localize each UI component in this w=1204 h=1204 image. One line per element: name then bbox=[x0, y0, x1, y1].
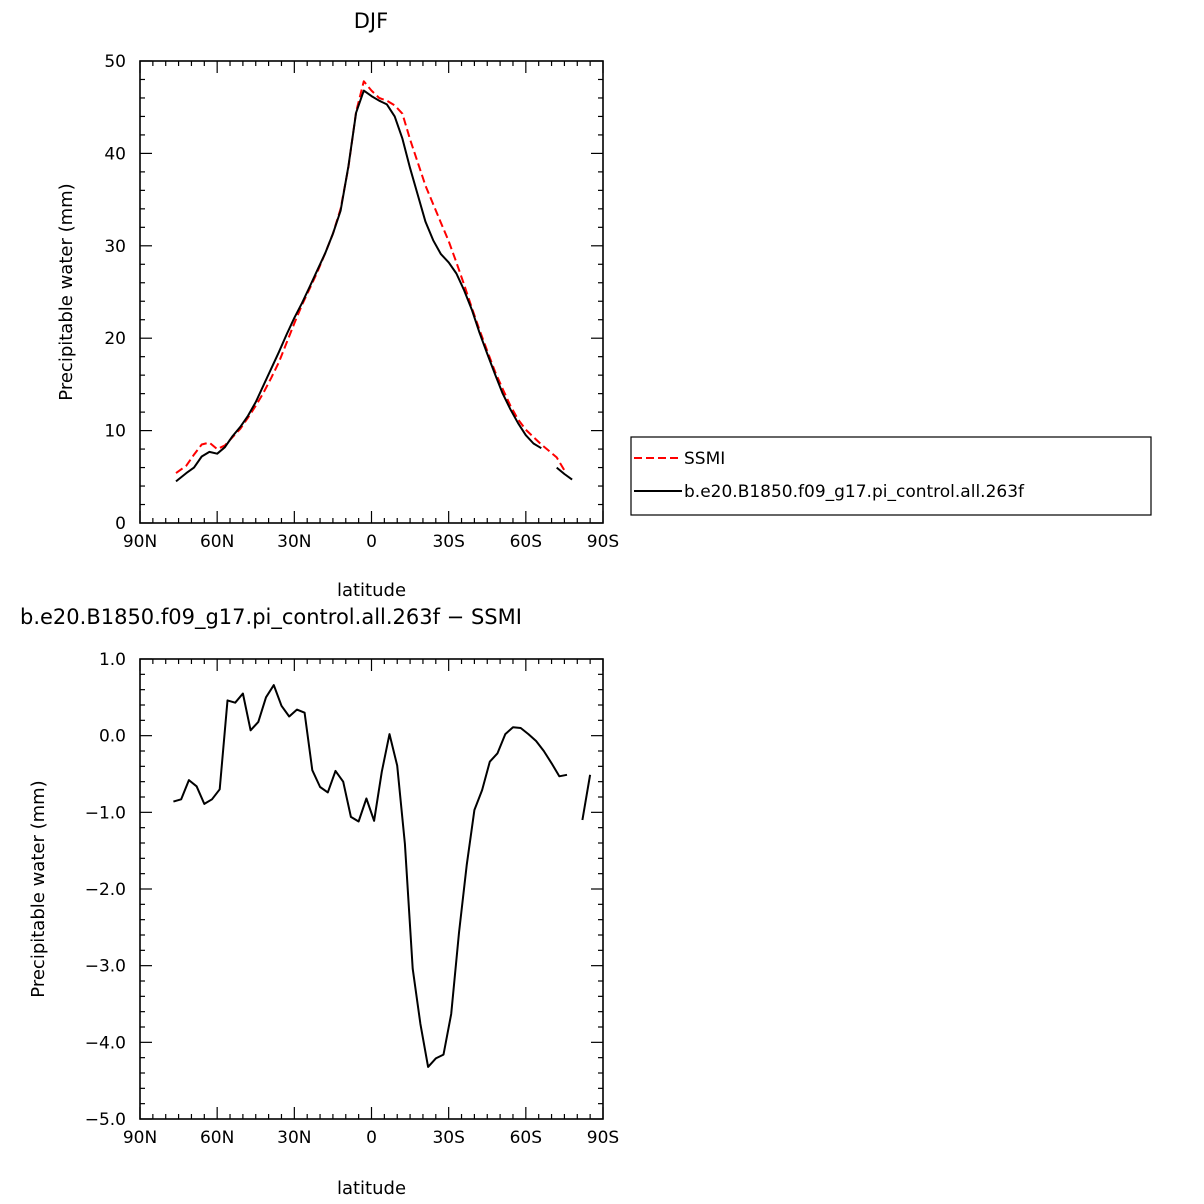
y-axis-label: Precipitable water (mm) bbox=[56, 183, 77, 400]
series-line bbox=[581, 774, 592, 821]
x-tick-label: 0 bbox=[366, 532, 377, 552]
plot-frame bbox=[139, 60, 604, 524]
y-tick-label: −1.0 bbox=[85, 803, 126, 823]
x-tick-label: 0 bbox=[366, 1128, 377, 1148]
x-tick-label: 60S bbox=[510, 532, 542, 552]
x-tick-label: 30N bbox=[277, 1128, 311, 1148]
difference-chart: 90N 60N 30N 0 30S 60S 90S −5.0 −4.0 −3.0 −2.0 −1.0 0… bbox=[20, 605, 619, 1199]
x-tick-label: 90S bbox=[587, 532, 619, 552]
y-tick-label: −2.0 bbox=[85, 880, 126, 900]
x-tick-label: 60N bbox=[200, 1128, 234, 1148]
y-tick-label: −3.0 bbox=[85, 957, 126, 977]
y-tick-label: 10 bbox=[104, 422, 126, 442]
y-tick-label: 0 bbox=[115, 514, 126, 534]
x-tick-label: 60S bbox=[510, 1128, 542, 1148]
top-chart: 90N 60N 30N 0 30S 60S 90S 0 10 20 30 40 50 latitude Pr… bbox=[56, 9, 619, 601]
chart-title: b.e20.B1850.f09_g17.pi_control.all.263f … bbox=[20, 605, 522, 630]
chart-title: DJF bbox=[354, 9, 388, 33]
y-tick-label: −5.0 bbox=[85, 1110, 126, 1130]
legend-entry-label: SSMI bbox=[684, 449, 725, 469]
x-tick-label: 30S bbox=[432, 532, 464, 552]
x-tick-label: 90N bbox=[123, 1128, 157, 1148]
x-tick-label: 30N bbox=[277, 532, 311, 552]
x-tick-label: 30S bbox=[432, 1128, 464, 1148]
series-line bbox=[175, 80, 566, 474]
legend: SSMI b.e20.B1850.f09_g17.pi_control.all.2… bbox=[630, 436, 1152, 516]
x-tick-label: 60N bbox=[200, 532, 234, 552]
x-axis-label: latitude bbox=[337, 580, 406, 601]
series-line bbox=[175, 89, 542, 483]
legend-box bbox=[630, 436, 1152, 516]
y-tick-label: −4.0 bbox=[85, 1033, 126, 1053]
x-tick-label: 90S bbox=[587, 1128, 619, 1148]
x-axis-label: latitude bbox=[337, 1178, 406, 1199]
plot-frame bbox=[139, 658, 604, 1120]
series-line bbox=[173, 684, 568, 1068]
y-tick-label: 0.0 bbox=[99, 727, 126, 747]
y-axis-label: Precipitable water (mm) bbox=[28, 780, 49, 997]
y-tick-label: 40 bbox=[104, 144, 126, 164]
y-tick-label: 20 bbox=[104, 329, 126, 349]
series-line bbox=[556, 466, 573, 481]
y-tick-label: 50 bbox=[104, 52, 126, 72]
legend-entry-label: b.e20.B1850.f09_g17.pi_control.all.263f bbox=[684, 482, 1025, 502]
y-tick-label: 30 bbox=[104, 237, 126, 257]
y-tick-label: 1.0 bbox=[99, 650, 126, 670]
x-tick-label: 90N bbox=[123, 532, 157, 552]
